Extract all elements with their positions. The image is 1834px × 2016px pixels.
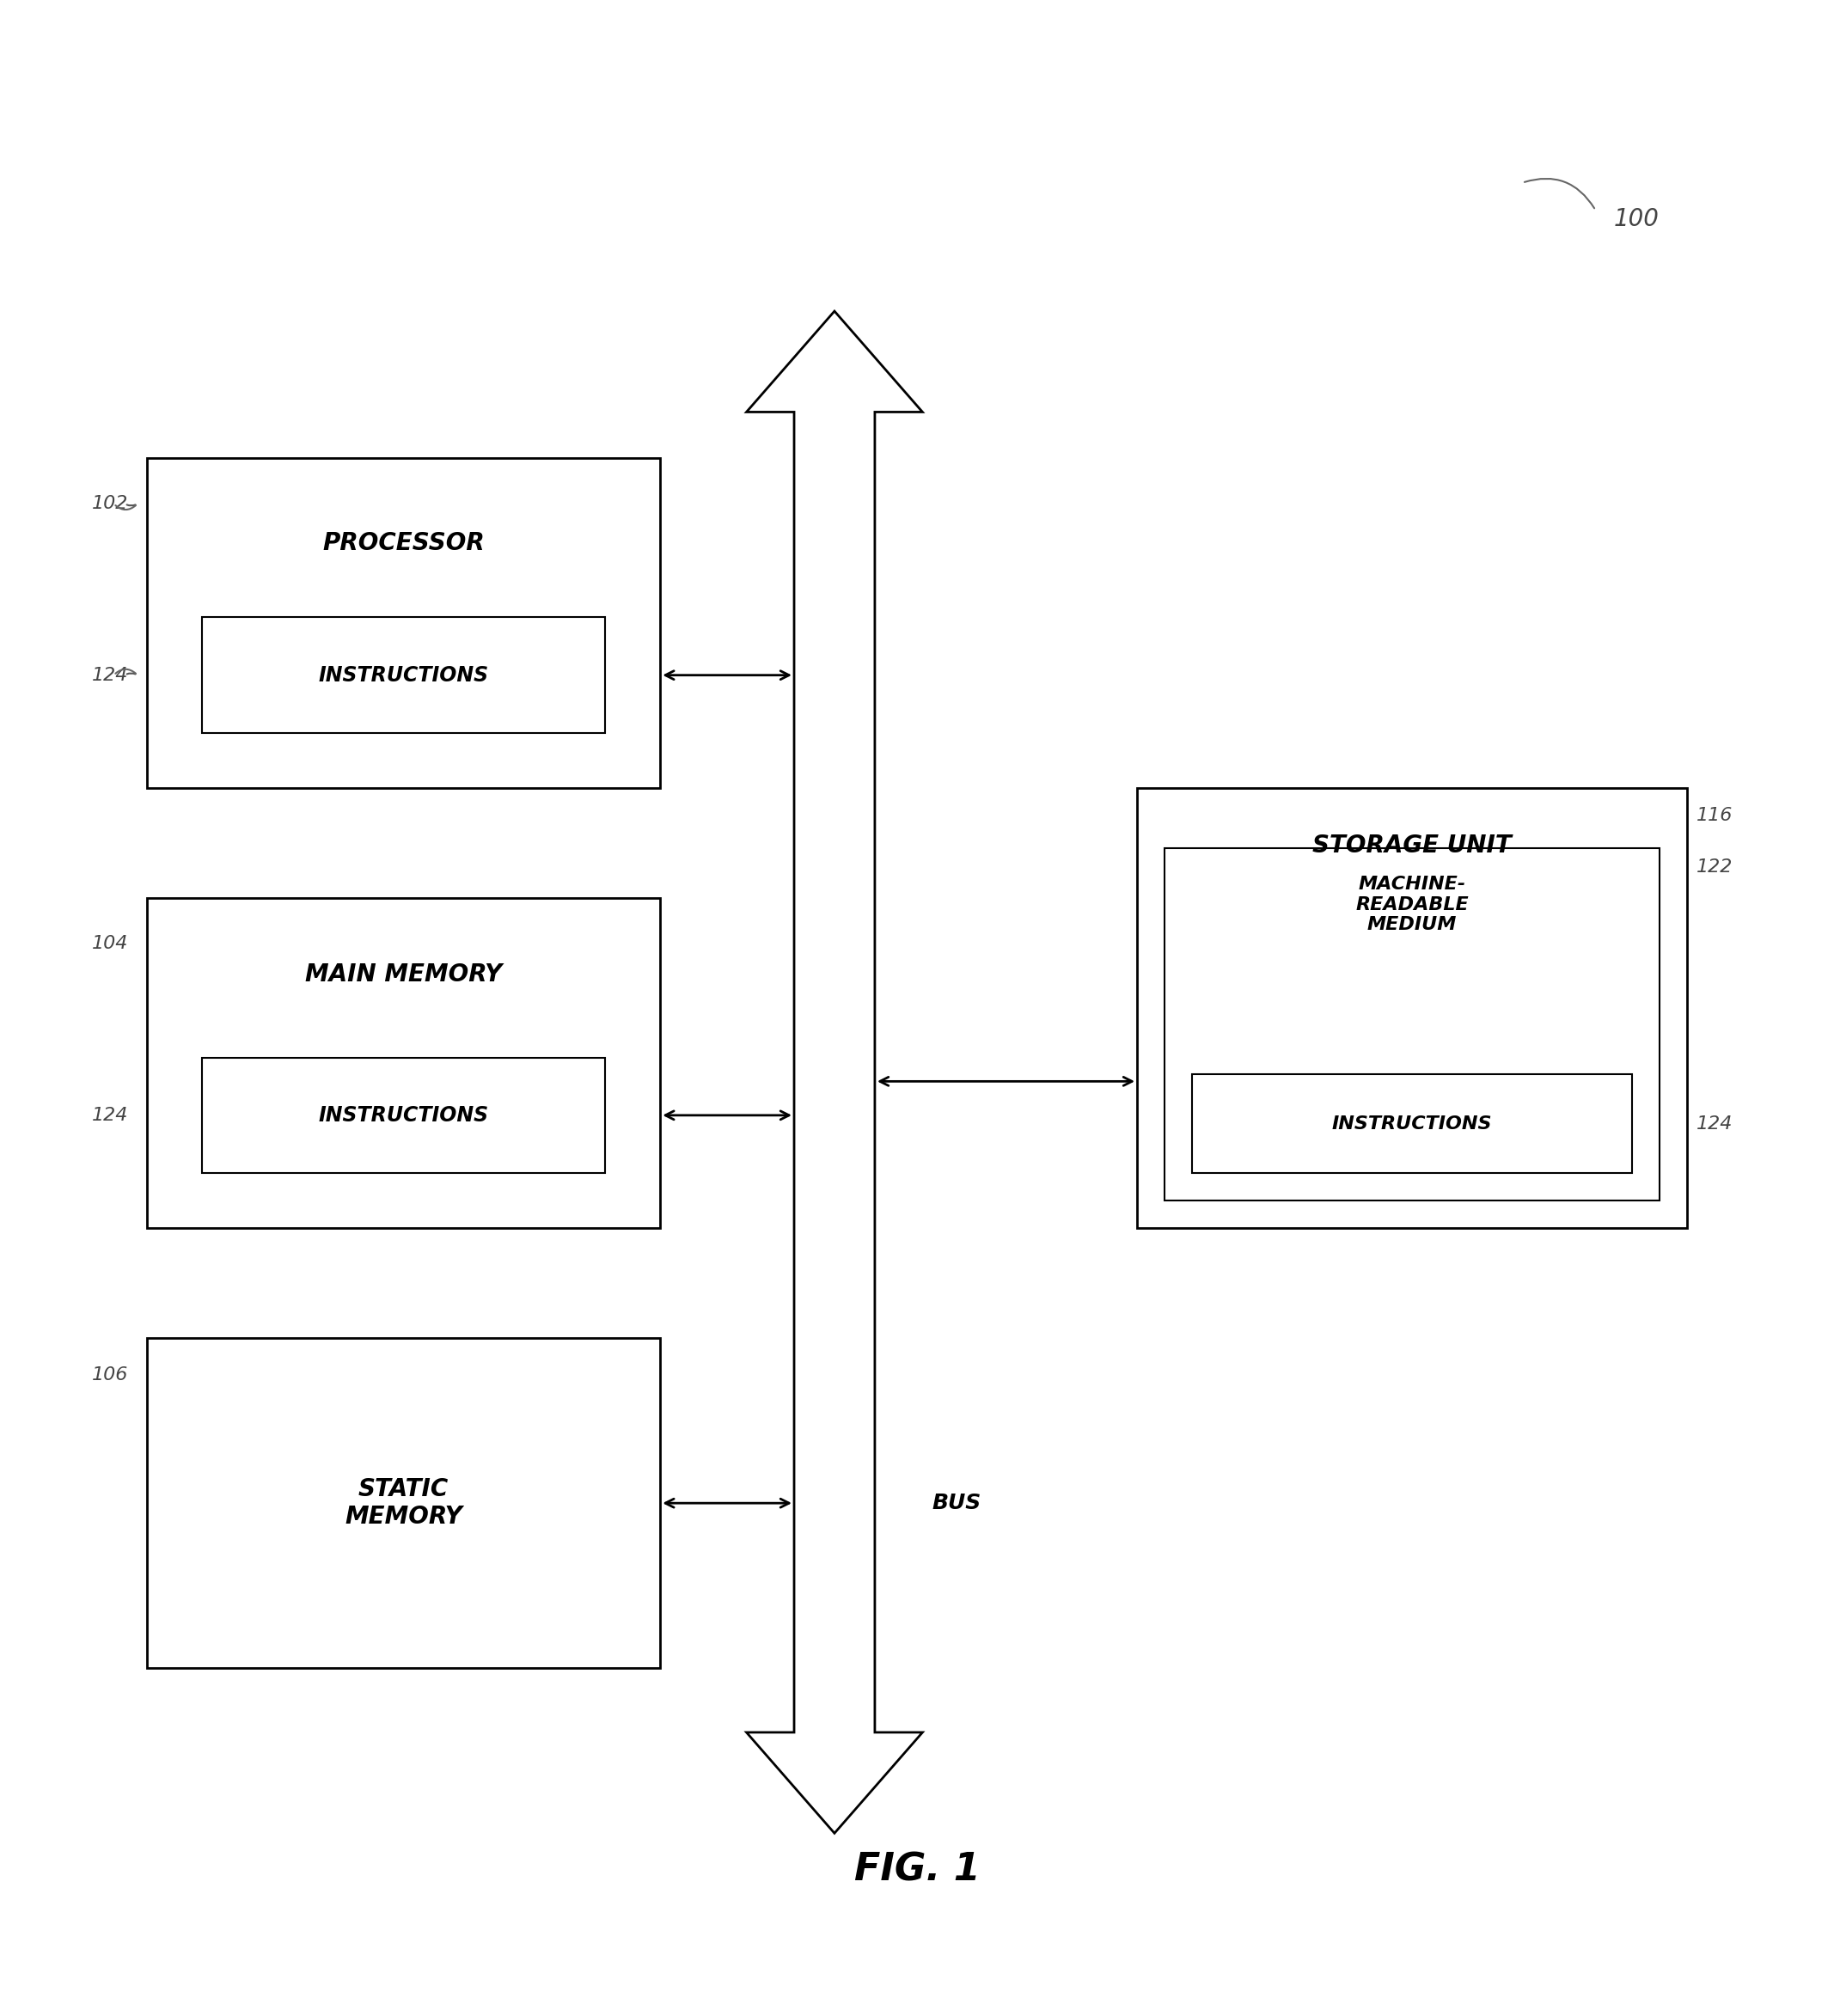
FancyBboxPatch shape <box>147 897 660 1228</box>
Text: 102: 102 <box>92 496 128 512</box>
FancyBboxPatch shape <box>202 1058 605 1173</box>
Text: 116: 116 <box>1696 806 1733 825</box>
Text: 104: 104 <box>92 935 128 952</box>
FancyBboxPatch shape <box>147 458 660 788</box>
FancyBboxPatch shape <box>202 617 605 734</box>
FancyBboxPatch shape <box>1165 849 1660 1202</box>
Text: STORAGE UNIT: STORAGE UNIT <box>1313 835 1511 859</box>
Text: STATIC
MEMORY: STATIC MEMORY <box>345 1478 462 1528</box>
Text: INSTRUCTIONS: INSTRUCTIONS <box>1331 1115 1493 1133</box>
Text: 124: 124 <box>92 1107 128 1123</box>
Text: FIG. 1: FIG. 1 <box>855 1851 979 1889</box>
Text: 124: 124 <box>92 667 128 683</box>
Text: MAIN MEMORY: MAIN MEMORY <box>304 962 503 986</box>
FancyBboxPatch shape <box>1192 1075 1632 1173</box>
FancyBboxPatch shape <box>147 1339 660 1667</box>
Text: PROCESSOR: PROCESSOR <box>323 530 484 554</box>
Text: 122: 122 <box>1696 859 1733 875</box>
Polygon shape <box>746 310 923 1833</box>
Text: INSTRUCTIONS: INSTRUCTIONS <box>319 665 488 685</box>
Text: BUS: BUS <box>932 1492 981 1514</box>
FancyBboxPatch shape <box>1137 788 1687 1228</box>
Text: MACHINE-
READABLE
MEDIUM: MACHINE- READABLE MEDIUM <box>1355 877 1469 933</box>
Text: 106: 106 <box>92 1367 128 1383</box>
Text: 100: 100 <box>1614 208 1660 232</box>
Text: 124: 124 <box>1696 1115 1733 1133</box>
Text: INSTRUCTIONS: INSTRUCTIONS <box>319 1105 488 1125</box>
